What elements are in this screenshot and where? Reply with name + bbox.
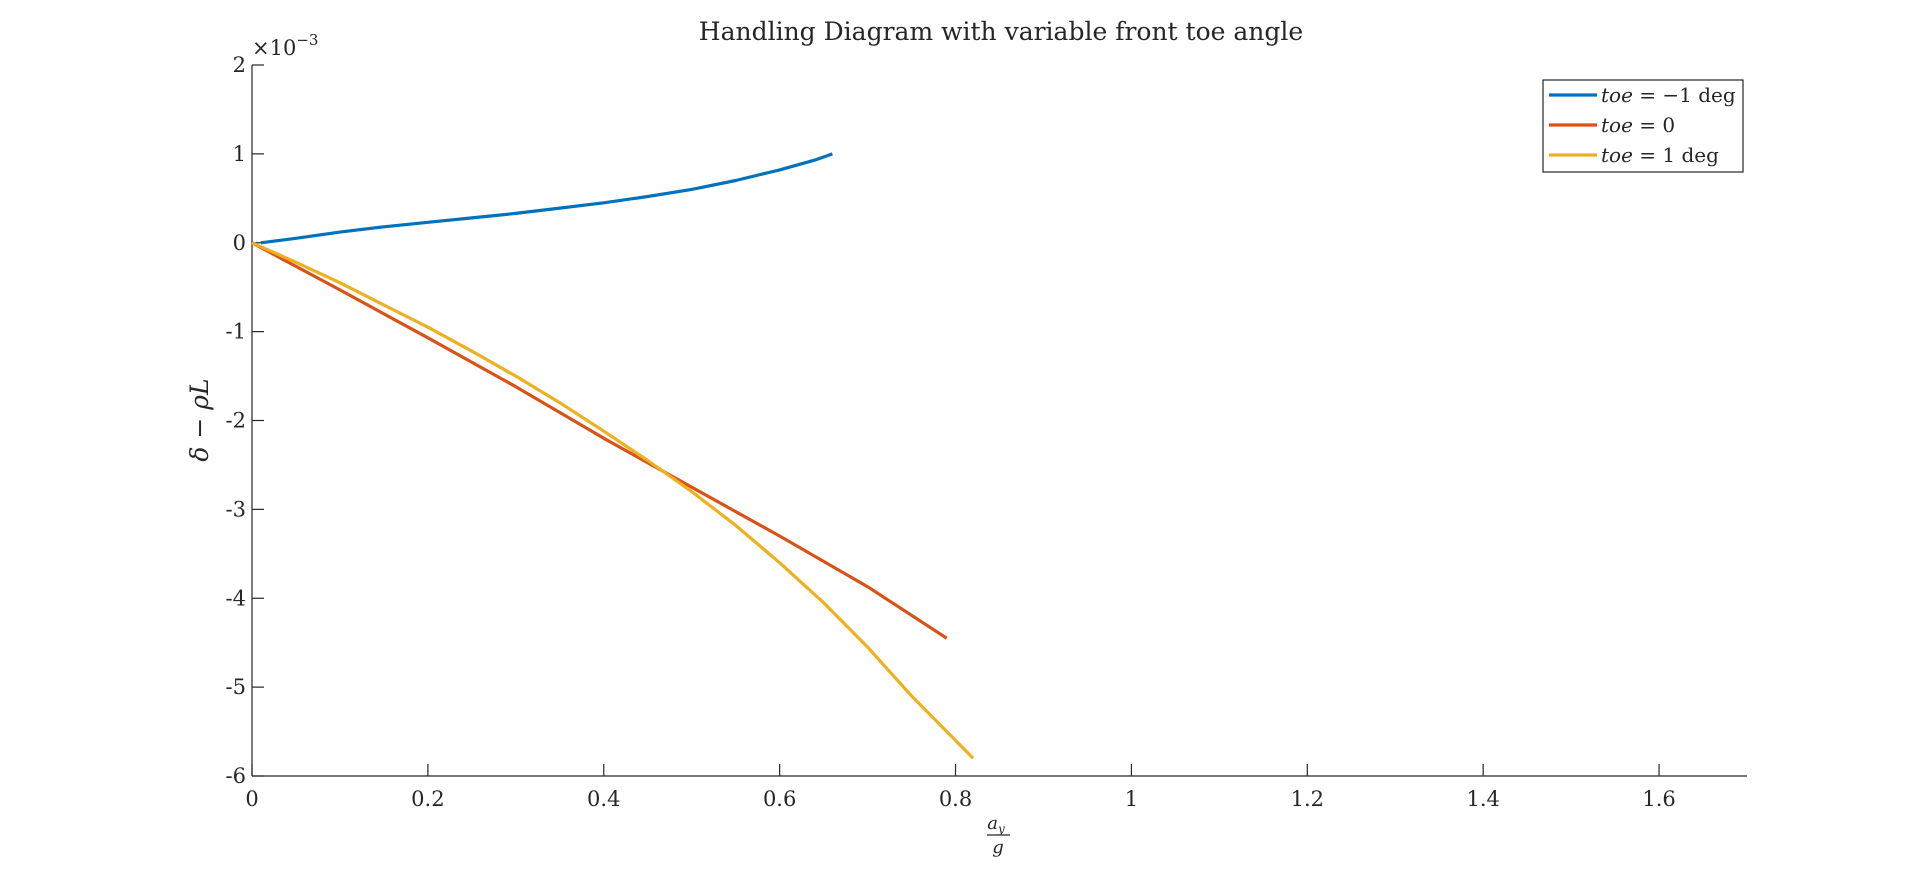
x-tick-label: 0.6 — [763, 787, 796, 811]
legend-label-3: toe = 1 deg — [1601, 143, 1719, 167]
y-axis-multiplier: ×10−3 — [252, 31, 318, 60]
x-tick-label: 1.2 — [1291, 787, 1324, 811]
y-tick-label: -6 — [226, 764, 246, 788]
x-tick-label: 1.6 — [1642, 787, 1675, 811]
y-tick-label: 2 — [233, 53, 246, 77]
axes: 0 0.2 0.4 0.6 0.8 1 1.2 1.4 1.6 2 1 0 -1 -2 -3 -4 -5 -6 — [226, 53, 1747, 811]
x-label-numerator: ay — [987, 813, 1005, 836]
x-tick-label: 0.2 — [411, 787, 444, 811]
y-tick-label: -1 — [226, 320, 246, 344]
x-tick-label: 0.4 — [587, 787, 620, 811]
chart-title: Handling Diagram with variable front toe… — [699, 17, 1303, 46]
y-tick-label: 1 — [233, 142, 246, 166]
x-label-denominator: g — [992, 837, 1004, 858]
y-tick-label: 0 — [233, 231, 246, 255]
series-line-3 — [251, 241, 975, 760]
legend-label-2: toe = 0 — [1601, 113, 1675, 137]
y-tick-label: -5 — [226, 675, 246, 699]
series-line-2 — [251, 241, 948, 640]
x-tick-label: 0.8 — [939, 787, 972, 811]
x-label-numerator-sub: y — [997, 822, 1005, 836]
y-tick-label: -3 — [226, 497, 246, 521]
x-label-numerator-main: a — [987, 813, 998, 834]
y-tick-label: -2 — [226, 409, 246, 433]
series-line-1 — [260, 152, 833, 245]
y-axis-label: δ − ρL — [185, 378, 214, 461]
y-multiplier-base: ×10 — [252, 36, 296, 60]
legend-label-1: toe = −1 deg — [1601, 83, 1736, 107]
y-multiplier-exponent: −3 — [296, 31, 318, 49]
x-tick-label: 1.4 — [1466, 787, 1499, 811]
x-tick-label: 1 — [1125, 787, 1138, 811]
y-tick-label: -4 — [226, 586, 246, 610]
series-layer — [251, 152, 975, 760]
legend: toe = −1 deg toe = 0 toe = 1 deg — [1542, 79, 1744, 173]
x-tick-label: 0 — [245, 787, 258, 811]
x-axis-label: ay g — [987, 813, 1010, 858]
